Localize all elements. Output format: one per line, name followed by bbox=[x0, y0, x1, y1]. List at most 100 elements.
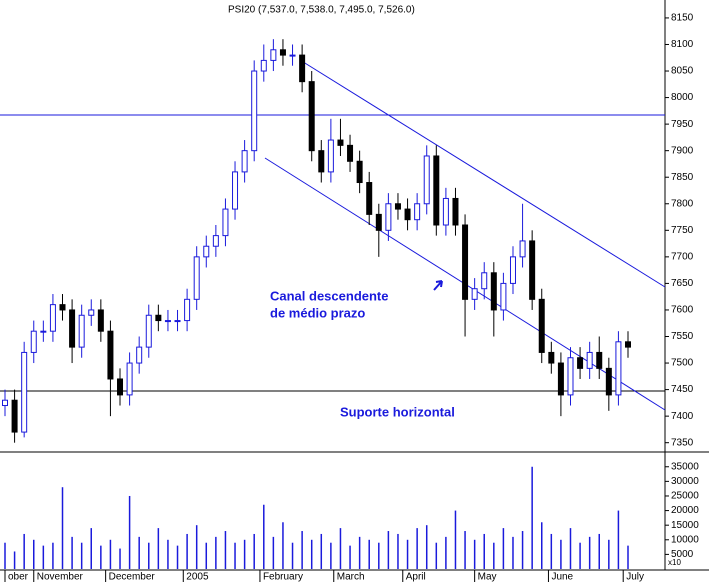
y-tick-label: 7500 bbox=[671, 358, 694, 369]
candle-body bbox=[462, 224, 469, 300]
candle-body bbox=[203, 245, 210, 258]
candle-body bbox=[11, 399, 18, 433]
candle-body bbox=[385, 203, 392, 231]
candle-body bbox=[394, 203, 401, 210]
candle-body bbox=[59, 304, 66, 311]
y-tick-label: 7700 bbox=[671, 251, 694, 262]
y-tick-label: 7950 bbox=[671, 119, 694, 130]
candle-body bbox=[270, 49, 277, 61]
candle-body bbox=[251, 70, 258, 152]
candle-body bbox=[471, 288, 478, 300]
y-tick-label: 8150 bbox=[671, 13, 694, 24]
y2-tick-label: 25000 bbox=[671, 491, 699, 502]
channel-upper bbox=[299, 59, 666, 288]
candle-body bbox=[442, 197, 449, 226]
volume-unit: x10 bbox=[668, 558, 681, 567]
candle-body bbox=[289, 54, 296, 57]
candle-body bbox=[136, 346, 143, 364]
candle-body bbox=[174, 320, 181, 323]
annotation: Suporte horizontal bbox=[340, 404, 455, 419]
x-tick-label: May bbox=[478, 572, 497, 582]
annotation: de médio prazo bbox=[270, 305, 365, 320]
candle-body bbox=[88, 309, 95, 316]
candle-body bbox=[586, 351, 593, 369]
candle-body bbox=[327, 139, 334, 173]
candle-body bbox=[49, 304, 56, 332]
candle-body bbox=[97, 309, 104, 332]
x-tick-label: April bbox=[406, 572, 426, 582]
y2-tick-label: 20000 bbox=[671, 505, 699, 516]
candle-body bbox=[625, 341, 631, 348]
y-tick-label: 8000 bbox=[671, 92, 694, 103]
candle-body bbox=[299, 54, 306, 83]
y-tick-label: 7650 bbox=[671, 278, 694, 289]
candle-body bbox=[567, 357, 574, 396]
candle-body bbox=[69, 309, 76, 348]
candle-body bbox=[279, 49, 286, 56]
candle-body bbox=[404, 208, 411, 221]
candle-body bbox=[615, 341, 622, 396]
candle-body bbox=[366, 182, 373, 215]
x-tick-label: March bbox=[337, 572, 365, 582]
candle-body bbox=[519, 240, 526, 258]
candle-body bbox=[509, 256, 516, 284]
y-tick-label: 7350 bbox=[671, 437, 694, 448]
annotation: Canal descendente bbox=[270, 288, 389, 303]
candle-body bbox=[596, 351, 603, 369]
candle-body bbox=[308, 81, 315, 152]
candle-body bbox=[347, 144, 354, 162]
candle-body bbox=[337, 139, 344, 146]
candle-body bbox=[126, 362, 133, 396]
candle-body bbox=[538, 298, 545, 353]
candle-body bbox=[30, 330, 37, 353]
candle-body bbox=[318, 150, 325, 173]
x-tick-label: December bbox=[109, 572, 156, 582]
candle-body bbox=[529, 240, 536, 300]
y2-tick-label: 35000 bbox=[671, 461, 699, 472]
candle-body bbox=[241, 150, 248, 173]
candle-body bbox=[184, 298, 191, 322]
y-tick-label: 7750 bbox=[671, 225, 694, 236]
candle-body bbox=[155, 314, 162, 322]
candle-body bbox=[232, 171, 239, 210]
candle-body bbox=[490, 272, 497, 311]
x-tick-label: July bbox=[626, 572, 644, 582]
arrow bbox=[433, 280, 443, 291]
candle-body bbox=[145, 314, 152, 348]
candle-body bbox=[117, 378, 124, 396]
y2-tick-label: 10000 bbox=[671, 534, 699, 545]
candle-body bbox=[577, 357, 584, 369]
candle-body bbox=[260, 59, 267, 72]
y-tick-label: 7600 bbox=[671, 305, 694, 316]
candle-body bbox=[414, 203, 421, 221]
y2-tick-label: 15000 bbox=[671, 520, 699, 531]
y-tick-label: 8050 bbox=[671, 66, 694, 77]
candle-body bbox=[375, 213, 382, 231]
y-tick-label: 7900 bbox=[671, 145, 694, 156]
candle-body bbox=[78, 314, 85, 348]
candle-body bbox=[433, 155, 440, 226]
candle-body bbox=[356, 160, 363, 184]
candle-body bbox=[548, 351, 555, 364]
y-tick-label: 7450 bbox=[671, 384, 694, 395]
candle-body bbox=[605, 367, 612, 396]
chart-title: PSI20 (7,537.0, 7,538.0, 7,495.0, 7,526.… bbox=[228, 5, 415, 16]
x-tick-label: June bbox=[551, 572, 573, 582]
y-tick-label: 8100 bbox=[671, 39, 694, 50]
candle-body bbox=[164, 320, 171, 323]
candle-body bbox=[557, 362, 564, 396]
candle-body bbox=[2, 399, 8, 407]
candle-body bbox=[21, 351, 28, 433]
candle-body bbox=[193, 256, 200, 300]
x-tick-label: February bbox=[263, 572, 303, 582]
candle-body bbox=[452, 197, 459, 226]
x-tick-label: 2005 bbox=[186, 572, 209, 582]
y-tick-label: 7550 bbox=[671, 331, 694, 342]
y-tick-label: 7400 bbox=[671, 411, 694, 422]
y-tick-label: 7800 bbox=[671, 198, 694, 209]
candle-body bbox=[481, 272, 488, 290]
candle-body bbox=[107, 330, 114, 380]
candle-body bbox=[423, 155, 430, 205]
